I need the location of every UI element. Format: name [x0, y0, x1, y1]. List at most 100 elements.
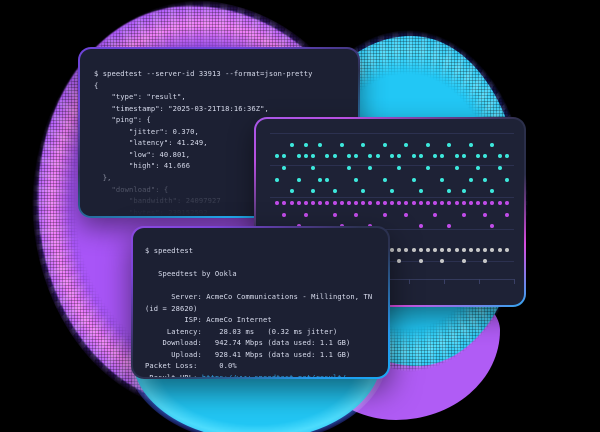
chart-dot-download — [483, 177, 488, 182]
chart-dot-download — [404, 142, 409, 147]
chart-dot-download — [275, 177, 280, 182]
chart-dot-latency — [454, 247, 459, 252]
chart-dot-download — [418, 189, 423, 194]
chart-dot-latency — [483, 259, 488, 264]
chart-dot-download — [461, 154, 466, 159]
chart-dot-download — [454, 166, 459, 170]
chart-dot-download — [282, 154, 287, 159]
chart-dot-upload — [433, 201, 438, 205]
chart-dot-download — [382, 142, 387, 147]
chart-dot-upload — [318, 201, 323, 205]
chart-dot-upload — [382, 201, 387, 205]
chart-dot-latency — [440, 247, 445, 252]
chart-dot-latency — [483, 247, 488, 252]
chart-dot-upload — [418, 201, 423, 205]
chart-dot-download — [418, 154, 423, 159]
chart-dot-download — [425, 166, 430, 170]
chart-dot-download — [447, 142, 452, 147]
chart-x-axis — [270, 279, 514, 280]
chart-dot-download — [325, 154, 330, 159]
chart-dot-upload — [490, 201, 495, 205]
chart-dot-upload — [296, 201, 301, 205]
chart-dot-download — [296, 154, 301, 159]
chart-dot-download — [346, 166, 351, 170]
chart-dot-download — [332, 154, 337, 159]
chart-dot-upload — [476, 201, 481, 205]
dot-matrix-plot — [256, 119, 524, 305]
chart-dot-upload — [325, 201, 330, 205]
chart-dot-upload — [404, 201, 409, 205]
chart-dot-download — [411, 154, 416, 159]
chart-dot-download — [390, 189, 394, 194]
chart-dot-download — [476, 166, 481, 170]
chart-x-tick — [479, 279, 481, 284]
chart-x-tick — [409, 279, 411, 284]
chart-dot-latency — [468, 247, 473, 252]
result-url-link[interactable]: https://www.speedtest.net/result/ — [202, 373, 346, 377]
chart-dot-download — [354, 177, 359, 182]
chart-dot-upload — [275, 201, 280, 205]
summary-output-text: $ speedtest Speedtest by Ookla Server: A… — [145, 245, 384, 377]
chart-dot-upload — [433, 212, 438, 217]
chart-dot-download — [483, 154, 488, 159]
chart-dot-upload — [483, 212, 488, 217]
chart-dot-latency — [461, 247, 466, 252]
chart-x-tick — [444, 279, 446, 284]
chart-dot-download — [361, 142, 366, 147]
chart-dot-upload — [339, 201, 344, 205]
chart-dot-upload — [361, 201, 366, 205]
chart-dot-download — [490, 142, 495, 147]
chart-dot-download — [303, 142, 308, 147]
chart-dot-download — [468, 177, 473, 182]
chart-dot-latency — [418, 259, 423, 264]
chart-dot-download — [275, 154, 280, 159]
chart-dot-upload — [390, 201, 394, 205]
chart-dot-upload — [468, 201, 473, 205]
chart-dot-download — [311, 154, 316, 159]
chart-dot-download — [339, 142, 344, 147]
chart-dot-upload — [447, 201, 452, 205]
chart-gridline — [270, 133, 514, 134]
chart-dot-latency — [404, 247, 409, 252]
chart-dot-upload — [418, 224, 423, 229]
chart-dot-download — [368, 154, 373, 159]
chart-dot-download — [282, 166, 287, 170]
chart-dot-upload — [404, 212, 409, 217]
chart-gridline — [270, 165, 514, 166]
chart-dot-upload — [504, 201, 509, 205]
chart-dot-download — [454, 154, 459, 159]
terminal-card-summary-body: $ speedtest Speedtest by Ookla Server: A… — [133, 228, 388, 377]
chart-dot-download — [390, 154, 394, 159]
chart-dot-latency — [411, 247, 416, 252]
chart-dot-upload — [454, 201, 459, 205]
chart-dot-download — [303, 154, 308, 159]
chart-dot-latency — [397, 259, 402, 264]
chart-dot-upload — [346, 201, 351, 205]
chart-dot-download — [411, 177, 416, 182]
chart-dot-download — [397, 154, 402, 159]
chart-dot-download — [361, 189, 366, 194]
chart-dot-download — [440, 154, 445, 159]
chart-dot-download — [497, 154, 502, 159]
chart-dot-latency — [504, 247, 509, 252]
chart-dot-download — [382, 177, 387, 182]
chart-dot-upload — [490, 224, 495, 229]
chart-dot-download — [504, 177, 509, 182]
chart-dot-latency — [440, 259, 445, 264]
chart-dot-download — [397, 166, 402, 170]
chart-card-body — [256, 119, 524, 305]
chart-dot-download — [461, 189, 466, 194]
chart-dot-download — [318, 177, 323, 182]
chart-x-tick — [514, 279, 515, 284]
chart-dot-upload — [483, 201, 488, 205]
chart-dot-upload — [332, 201, 337, 205]
chart-dot-download — [504, 154, 509, 159]
chart-dot-latency — [433, 247, 438, 252]
chart-dot-latency — [476, 247, 481, 252]
chart-dot-upload — [303, 212, 308, 217]
chart-dot-upload — [282, 201, 287, 205]
chart-dot-download — [425, 142, 430, 147]
chart-dot-upload — [311, 201, 316, 205]
chart-dot-download — [296, 177, 301, 182]
chart-dot-download — [332, 189, 337, 194]
